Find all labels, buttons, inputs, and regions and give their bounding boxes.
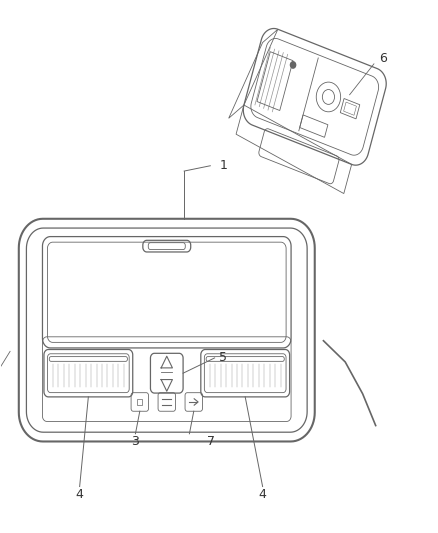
Text: 5: 5 [219, 351, 227, 365]
Text: 4: 4 [76, 488, 84, 501]
Text: 1: 1 [219, 159, 227, 172]
Text: 3: 3 [131, 435, 139, 448]
Circle shape [290, 62, 296, 68]
Text: 6: 6 [379, 52, 387, 65]
Bar [137, 399, 142, 405]
Text: 4: 4 [259, 488, 267, 501]
Text: 7: 7 [207, 435, 215, 448]
